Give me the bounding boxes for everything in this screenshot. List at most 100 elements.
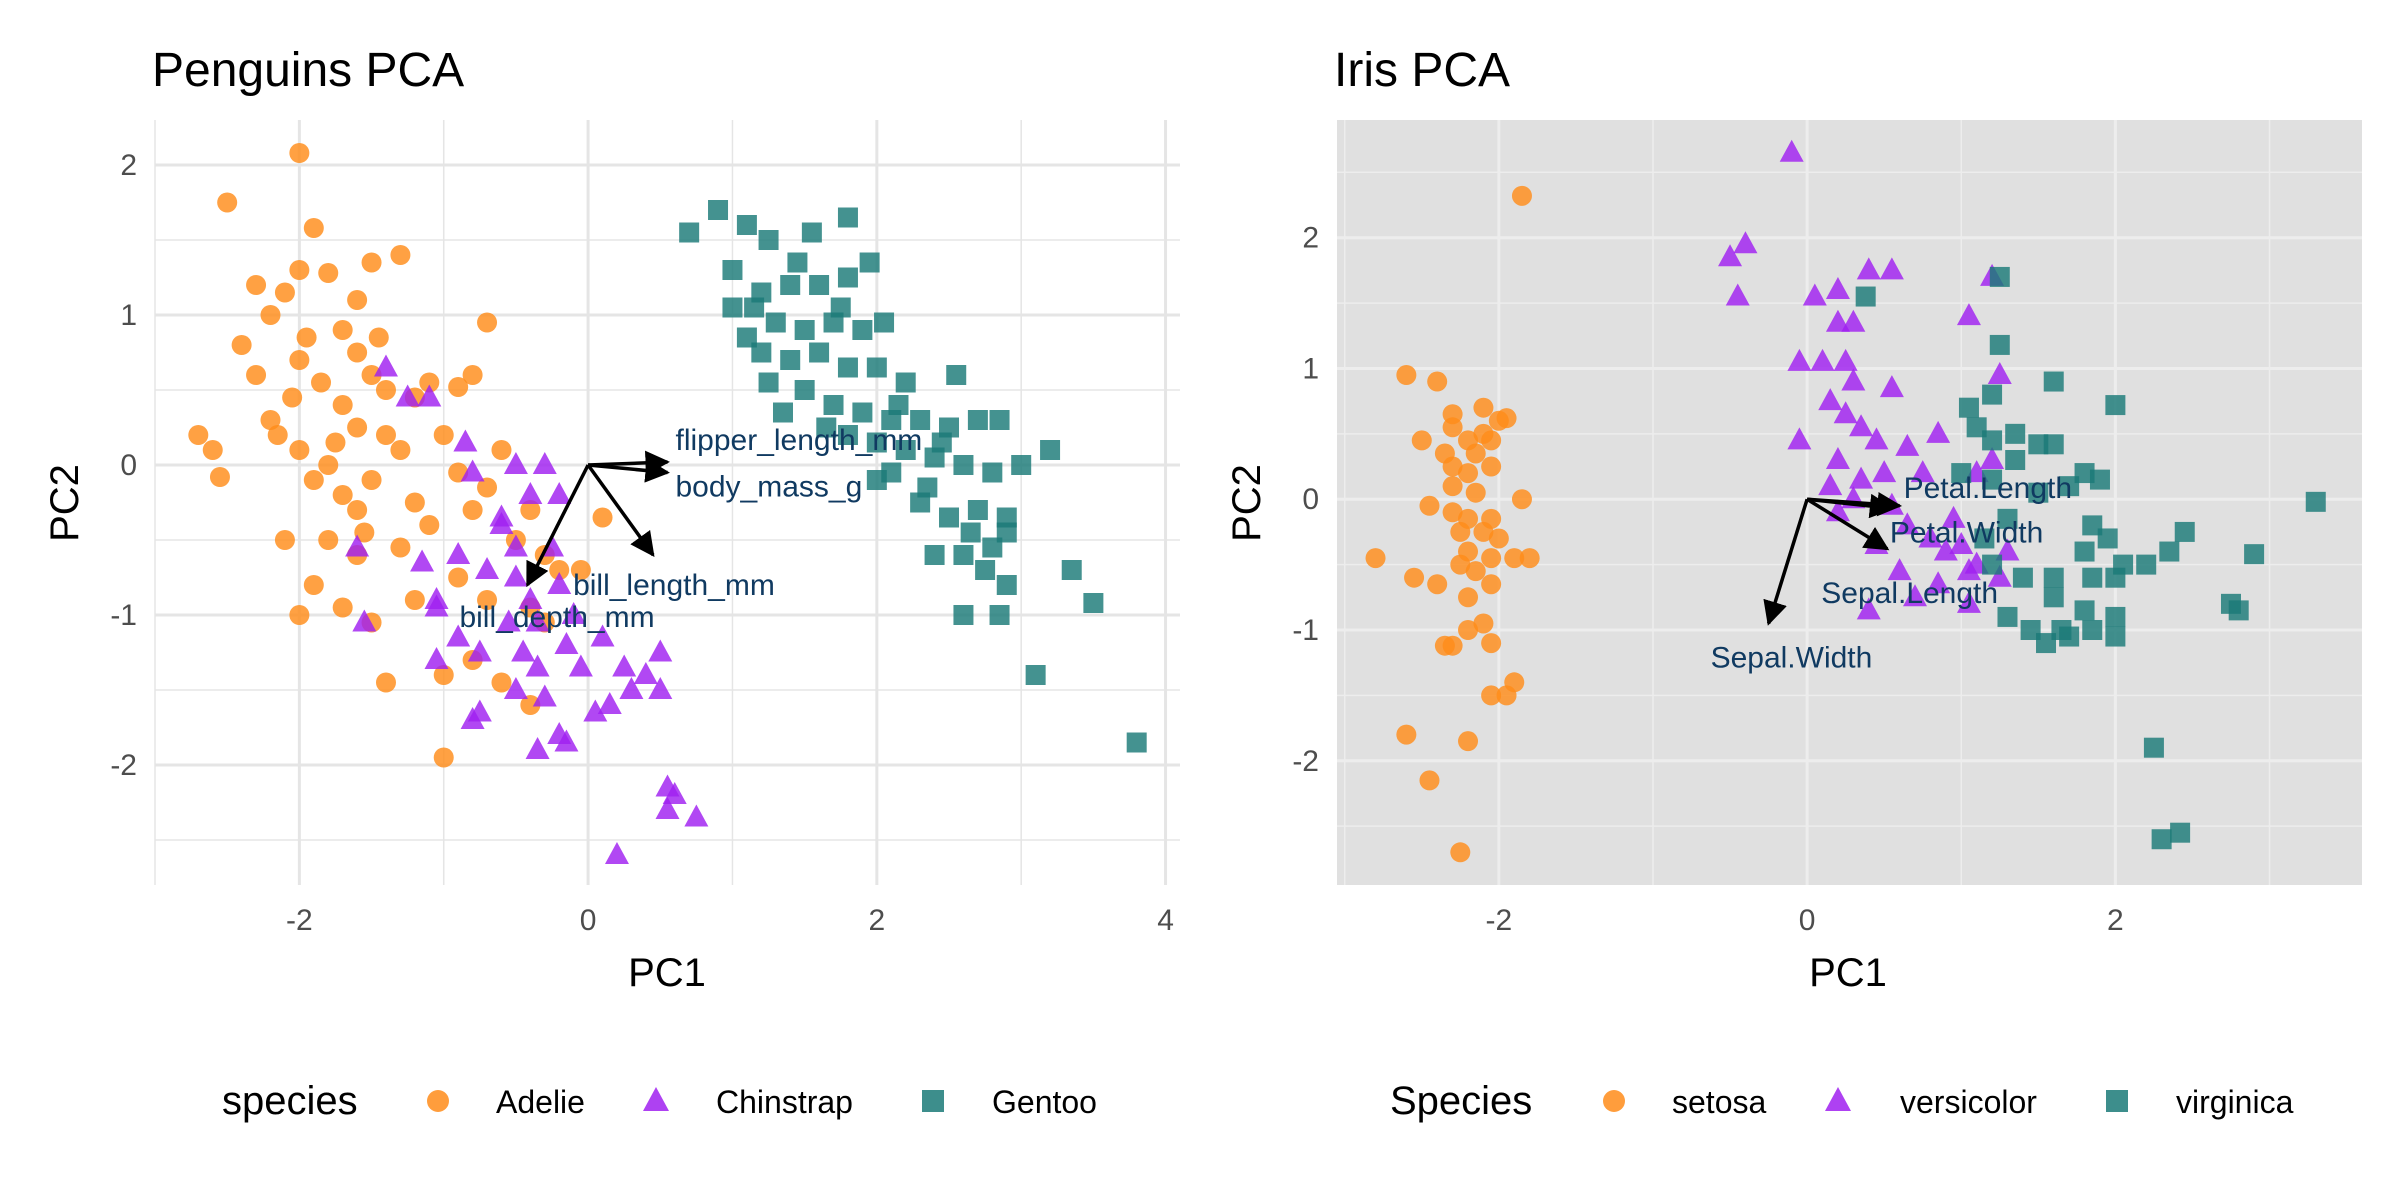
penguins-point-adelie (347, 500, 368, 520)
iris-point-virginica (2074, 541, 2095, 562)
iris-x-axis-label: PC1 (1809, 951, 1887, 995)
penguins-point-adelie (332, 597, 353, 618)
iris-point-virginica (2082, 567, 2103, 588)
penguins-point-adelie (520, 695, 541, 715)
penguins-point-adelie (592, 507, 613, 528)
penguins-point-chinstrap (460, 707, 485, 729)
iris-point-versicolor (1818, 473, 1843, 496)
penguins-point-gentoo (960, 522, 981, 543)
iris-point-virginica (2170, 822, 2191, 843)
penguins-point-gentoo (895, 440, 916, 460)
penguins-point-gentoo (772, 402, 793, 423)
penguins-point-chinstrap (424, 594, 449, 617)
penguins-point-gentoo (816, 417, 837, 438)
penguins-point-gentoo (823, 395, 844, 415)
iris-point-versicolor (1926, 420, 1951, 443)
iris-point-virginica (2228, 600, 2249, 621)
iris-legend: Species setosa versicolor virginica (1390, 1079, 2294, 1123)
iris-loading-label-sepal-width: Sepal.Width (1711, 641, 1873, 674)
penguins-point-adelie (433, 665, 454, 685)
iris-point-setosa (1419, 770, 1440, 791)
iris-x-tick-label: -2 (1485, 904, 1512, 937)
penguins-x-tick-label: -2 (286, 904, 313, 937)
iris-point-setosa (1511, 185, 1532, 206)
iris-point-setosa (1450, 554, 1471, 575)
penguins-point-adelie (390, 245, 411, 265)
penguins-point-gentoo (809, 342, 830, 363)
iris-loading-label-petal-width: Petal.Width (1890, 516, 2043, 549)
iris-point-virginica (2059, 476, 2080, 497)
penguins-point-gentoo (996, 575, 1017, 595)
penguins-point-chinstrap (503, 677, 528, 699)
penguins-point-adelie (419, 372, 440, 393)
penguins-point-adelie (303, 575, 324, 595)
iris-point-versicolor (1849, 466, 1874, 489)
iris-point-versicolor (1903, 584, 1928, 607)
iris-point-setosa (1427, 371, 1448, 392)
iris-point-versicolor (1864, 427, 1889, 450)
iris-point-versicolor (1849, 414, 1874, 437)
penguins-point-chinstrap (648, 639, 673, 662)
penguins-point-gentoo (780, 350, 801, 370)
penguins-point-chinstrap (619, 677, 644, 699)
iris-point-virginica (1989, 266, 2010, 287)
penguins-plot-area: flipper_length_mm body_mass_g bill_length_… (154, 120, 1180, 885)
iris-point-setosa (1442, 456, 1463, 477)
penguins-y-tick-label: 1 (120, 299, 137, 332)
penguins-point-chinstrap (561, 602, 586, 624)
iris-point-virginica (1855, 286, 1876, 307)
penguins-point-adelie (296, 327, 317, 348)
iris-point-virginica (2028, 434, 2049, 455)
iris-x-tick-label: 2 (2107, 904, 2124, 937)
penguins-point-adelie (202, 440, 223, 460)
iris-point-setosa (1473, 521, 1494, 542)
iris-point-setosa (1473, 613, 1494, 634)
penguins-point-gentoo (967, 500, 988, 520)
iris-legend-label-setosa: setosa (1672, 1084, 1766, 1120)
iris-point-versicolor (1818, 388, 1843, 411)
penguins-point-chinstrap (547, 572, 572, 594)
penguins-loading-arrow-body-mass-g (587, 458, 670, 483)
iris-point-versicolor (1825, 309, 1850, 332)
penguins-point-adelie (361, 470, 382, 490)
penguins-point-gentoo (780, 275, 801, 295)
iris-point-versicolor (1787, 427, 1812, 450)
penguins-point-chinstrap (583, 699, 608, 722)
penguins-point-adelie (448, 377, 469, 397)
penguins-point-adelie (318, 263, 339, 283)
penguins-point-gentoo (837, 207, 858, 228)
penguins-point-adelie (332, 395, 353, 415)
penguins-point-gentoo (1061, 560, 1082, 580)
penguins-point-gentoo (736, 215, 757, 235)
iris-point-virginica (2020, 620, 2041, 640)
penguins-point-chinstrap (475, 557, 500, 579)
iris-point-setosa (1450, 842, 1471, 863)
iris-point-versicolor (1926, 571, 1951, 594)
penguins-point-adelie (361, 365, 382, 385)
penguins-point-adelie (347, 342, 368, 363)
penguins-point-chinstrap (467, 639, 492, 662)
iris-point-virginica (1958, 397, 1979, 418)
iris-point-virginica (1997, 508, 2018, 529)
iris-loading-label-petal-length: Petal.Length (1904, 472, 2072, 505)
penguins-point-adelie (419, 515, 440, 535)
penguins-point-chinstrap (446, 542, 471, 564)
iris-chart: Iris PCA Petal.Length Petal.Width Sepal.Le… (1225, 44, 2362, 1123)
penguins-point-chinstrap (518, 587, 543, 609)
penguins-legend-label-chinstrap: Chinstrap (716, 1084, 853, 1120)
penguins-point-gentoo (809, 275, 830, 295)
penguins-point-adelie (246, 365, 267, 385)
iris-y-ticks: -2 -1 0 1 2 (1292, 222, 1319, 778)
iris-point-virginica (2159, 541, 2180, 562)
penguins-panel-background (155, 120, 1180, 885)
iris-point-versicolor (1956, 303, 1981, 326)
penguins-point-gentoo (874, 312, 895, 333)
iris-point-setosa (1504, 548, 1525, 569)
penguins-point-chinstrap (525, 654, 550, 677)
penguins-point-gentoo (722, 260, 743, 280)
iris-point-versicolor (1810, 348, 1835, 371)
iris-point-setosa (1442, 502, 1463, 523)
iris-point-virginica (2059, 626, 2080, 647)
penguins-y-tick-label: 2 (120, 149, 137, 182)
iris-point-virginica (2043, 587, 2064, 608)
